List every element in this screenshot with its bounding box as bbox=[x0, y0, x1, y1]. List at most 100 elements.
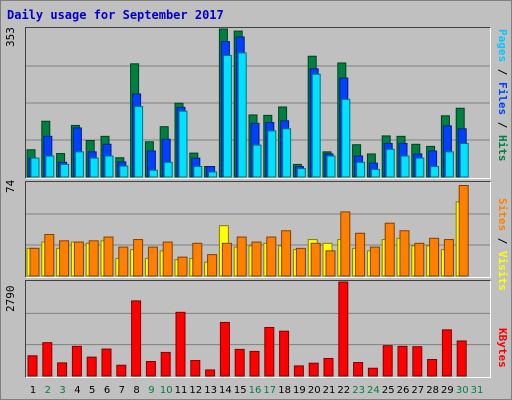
kbytes-bar bbox=[145, 361, 156, 377]
kbytes-bar bbox=[293, 365, 304, 377]
day-label: 28 bbox=[426, 385, 439, 396]
sites-bar bbox=[162, 241, 173, 277]
sites-bar bbox=[88, 240, 99, 277]
day-label: 14 bbox=[219, 385, 232, 396]
sites-bar bbox=[221, 242, 232, 277]
sites-bar bbox=[384, 222, 395, 277]
sites-bar bbox=[236, 236, 247, 277]
day-label: 16 bbox=[249, 385, 262, 396]
kbytes-bar bbox=[131, 300, 142, 377]
kbytes-bar bbox=[367, 367, 378, 377]
sites-bar bbox=[355, 232, 366, 277]
kbytes-bar bbox=[57, 362, 68, 377]
day-label: 4 bbox=[74, 385, 80, 396]
kbytes-bar bbox=[397, 345, 408, 377]
day-label: 6 bbox=[104, 385, 110, 396]
kbytes-bar bbox=[71, 345, 82, 377]
day-label: 9 bbox=[148, 385, 154, 396]
sites-bar bbox=[103, 236, 114, 277]
pages-bar bbox=[341, 98, 351, 178]
chart-title: Daily usage for September 2017 bbox=[7, 8, 224, 22]
pages-bar bbox=[208, 171, 218, 178]
kbytes-bar bbox=[249, 350, 260, 377]
pages-bar bbox=[459, 142, 469, 178]
pages-bar bbox=[356, 161, 366, 178]
sites-bar bbox=[429, 237, 440, 277]
pages-bar bbox=[430, 166, 440, 178]
pages-bar bbox=[296, 168, 306, 178]
kbytes-bar bbox=[382, 345, 393, 377]
kbytes-bar bbox=[412, 346, 423, 377]
kbytes-bar bbox=[160, 351, 171, 377]
day-label: 29 bbox=[441, 385, 454, 396]
legend-middle-part-0: Sites bbox=[496, 198, 509, 232]
sites-bar bbox=[192, 242, 203, 277]
kbytes-bar bbox=[427, 358, 438, 377]
legend-pages-files-hits: Pages / Files / Hits bbox=[496, 29, 509, 162]
day-label: 12 bbox=[189, 385, 202, 396]
kbytes-bar bbox=[116, 364, 127, 377]
sites-bar bbox=[266, 236, 277, 277]
legend-middle-part-2: Visits bbox=[496, 251, 509, 291]
sites-bar bbox=[73, 241, 84, 277]
pages-bar bbox=[252, 144, 262, 178]
kbytes-bar bbox=[27, 355, 38, 377]
sites-bar bbox=[177, 256, 188, 277]
pages-bar bbox=[134, 106, 144, 178]
day-label: 3 bbox=[59, 385, 65, 396]
pages-bar bbox=[163, 161, 173, 178]
legend-sites-visits: Sites / Visits bbox=[496, 198, 509, 291]
sites-bar bbox=[207, 254, 218, 277]
kbytes-bar bbox=[219, 321, 230, 377]
pages-bar bbox=[385, 148, 395, 178]
pages-bar bbox=[415, 157, 425, 178]
sites-bar bbox=[458, 185, 469, 277]
day-label: 22 bbox=[337, 385, 350, 396]
sites-bar bbox=[251, 241, 262, 277]
sites-bar bbox=[44, 234, 55, 277]
kbytes-bar bbox=[279, 330, 290, 377]
pages-bar bbox=[89, 157, 99, 178]
day-label: 10 bbox=[160, 385, 173, 396]
kbytes-bar bbox=[42, 342, 53, 377]
sites-bar bbox=[295, 247, 306, 277]
legend-top-part-0: Pages bbox=[496, 29, 509, 63]
kbytes-bar bbox=[190, 360, 201, 377]
day-label: 13 bbox=[204, 385, 217, 396]
pages-bar bbox=[148, 169, 158, 178]
legend-top-part-4: Hits bbox=[496, 135, 509, 162]
kbytes-bar bbox=[441, 329, 452, 377]
pages-bar bbox=[370, 168, 380, 178]
pages-bar bbox=[326, 155, 336, 178]
sites-bar bbox=[310, 242, 321, 277]
kbytes-bar bbox=[175, 311, 186, 377]
day-label: 7 bbox=[119, 385, 125, 396]
pages-bar bbox=[444, 151, 454, 178]
kbytes-bar bbox=[234, 348, 245, 377]
sites-bar bbox=[325, 250, 336, 277]
kbytes-bar bbox=[338, 281, 349, 377]
day-label: 17 bbox=[263, 385, 276, 396]
kbytes-bar bbox=[323, 357, 334, 377]
pages-bar bbox=[311, 73, 321, 178]
sites-bar bbox=[443, 239, 454, 277]
day-label: 5 bbox=[89, 385, 95, 396]
pages-bar bbox=[267, 130, 277, 178]
day-label: 1 bbox=[30, 385, 36, 396]
pages-bar bbox=[237, 52, 247, 178]
day-label: 20 bbox=[308, 385, 321, 396]
legend-top-part-1: / bbox=[496, 62, 509, 82]
sites-bar bbox=[59, 240, 70, 277]
pages-bar bbox=[222, 54, 232, 178]
pages-bar bbox=[282, 128, 292, 178]
pages-bar bbox=[104, 155, 114, 178]
pages-bar bbox=[400, 155, 410, 178]
legend-top-part-3: / bbox=[496, 115, 509, 135]
day-label: 24 bbox=[367, 385, 380, 396]
sites-bar bbox=[340, 211, 351, 277]
kbytes-bar bbox=[456, 340, 467, 377]
sites-bar bbox=[369, 246, 380, 277]
sites-bar bbox=[281, 230, 292, 277]
